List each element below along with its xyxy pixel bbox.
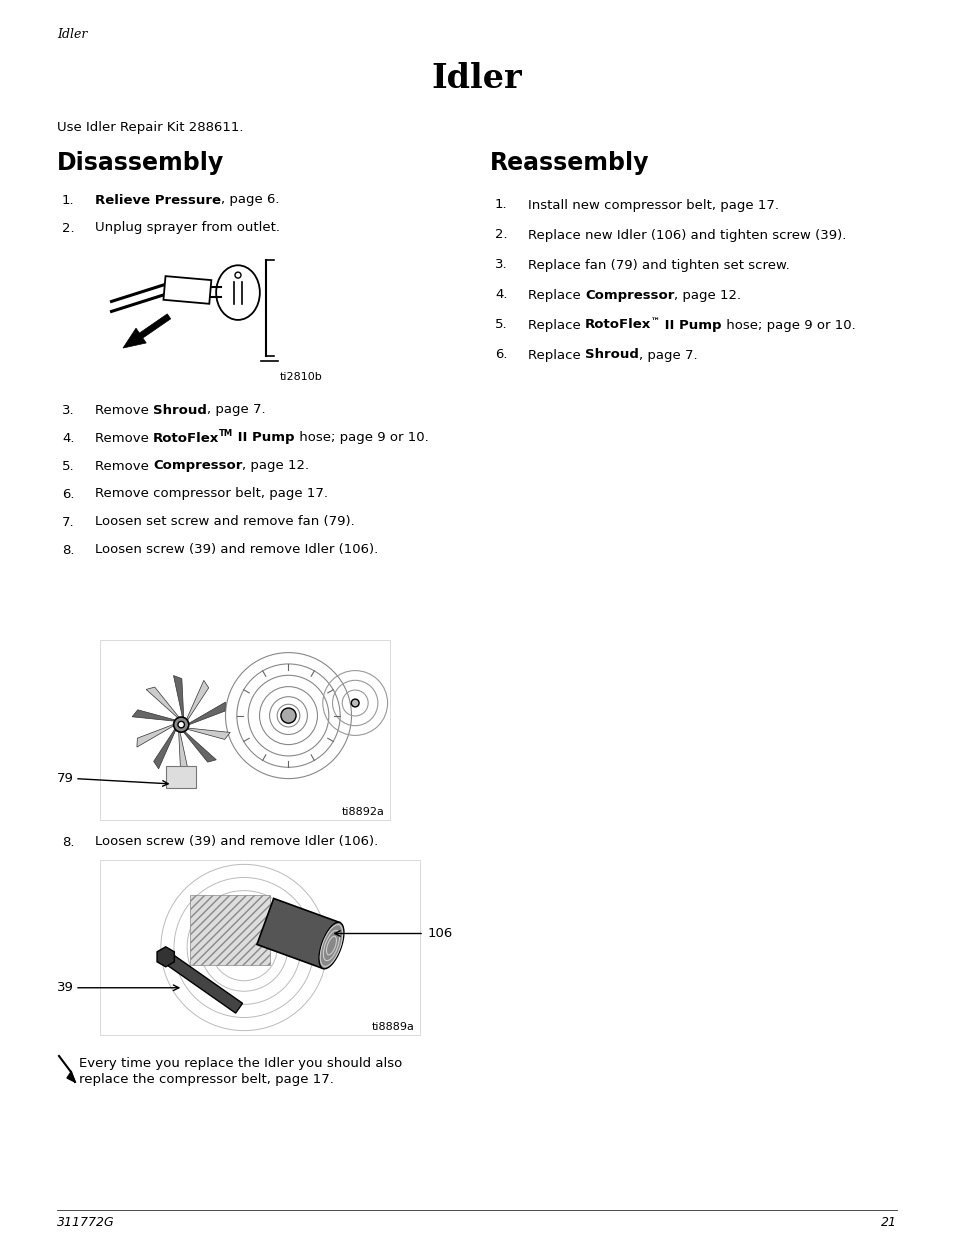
Text: 4.: 4. — [62, 431, 74, 445]
Text: 1.: 1. — [495, 199, 507, 211]
Text: 3.: 3. — [62, 404, 74, 416]
Text: 4.: 4. — [495, 289, 507, 301]
Ellipse shape — [216, 266, 259, 320]
Text: 7.: 7. — [62, 515, 74, 529]
Text: hose; page 9 or 10.: hose; page 9 or 10. — [721, 319, 855, 331]
Polygon shape — [163, 277, 212, 304]
Text: Disassembly: Disassembly — [57, 151, 224, 175]
Polygon shape — [146, 687, 178, 718]
Text: II Pump: II Pump — [659, 319, 721, 331]
Text: Replace new Idler (106) and tighten screw (39).: Replace new Idler (106) and tighten scre… — [527, 228, 845, 242]
Polygon shape — [256, 898, 339, 968]
Text: Install new compressor belt, page 17.: Install new compressor belt, page 17. — [527, 199, 779, 211]
Text: Reassembly: Reassembly — [490, 151, 649, 175]
Text: , page 12.: , page 12. — [674, 289, 740, 301]
Text: , page 6.: , page 6. — [221, 194, 279, 206]
Text: Shroud: Shroud — [584, 348, 639, 362]
Text: , page 7.: , page 7. — [639, 348, 697, 362]
Polygon shape — [67, 1072, 75, 1082]
Text: RotoFlex: RotoFlex — [153, 431, 219, 445]
Text: Use Idler Repair Kit 288611.: Use Idler Repair Kit 288611. — [57, 121, 243, 135]
Polygon shape — [137, 725, 173, 747]
Circle shape — [178, 721, 184, 727]
Text: Loosen screw (39) and remove Idler (106).: Loosen screw (39) and remove Idler (106)… — [95, 836, 377, 848]
Bar — [166, 766, 196, 788]
Text: ti2810b: ti2810b — [279, 372, 322, 382]
Text: TM: TM — [219, 430, 233, 438]
Text: Relieve Pressure: Relieve Pressure — [95, 194, 221, 206]
Text: Replace: Replace — [527, 289, 584, 301]
Polygon shape — [178, 732, 189, 773]
Text: ti8889a: ti8889a — [372, 1023, 415, 1032]
Text: Unplug sprayer from outlet.: Unplug sprayer from outlet. — [95, 221, 280, 235]
Text: 311772G: 311772G — [57, 1215, 114, 1229]
Polygon shape — [162, 952, 242, 1013]
Text: Compressor: Compressor — [584, 289, 674, 301]
Polygon shape — [188, 729, 230, 740]
Text: 106: 106 — [428, 927, 453, 940]
Text: 1.: 1. — [62, 194, 74, 206]
Text: Remove: Remove — [95, 431, 153, 445]
Text: 21: 21 — [880, 1215, 896, 1229]
Text: Replace: Replace — [527, 319, 584, 331]
Text: hose; page 9 or 10.: hose; page 9 or 10. — [294, 431, 428, 445]
Text: 5.: 5. — [495, 319, 507, 331]
Bar — [190, 895, 270, 965]
Text: Compressor: Compressor — [153, 459, 242, 473]
Text: Remove: Remove — [95, 459, 153, 473]
Text: II Pump: II Pump — [233, 431, 294, 445]
Text: Idler: Idler — [57, 28, 88, 42]
Text: ti8892a: ti8892a — [342, 806, 385, 818]
Polygon shape — [157, 947, 174, 967]
Text: Every time you replace the Idler you should also: Every time you replace the Idler you sho… — [79, 1056, 402, 1070]
Text: 6.: 6. — [62, 488, 74, 500]
Text: Shroud: Shroud — [153, 404, 207, 416]
Text: replace the compressor belt, page 17.: replace the compressor belt, page 17. — [79, 1072, 334, 1086]
Text: Loosen screw (39) and remove Idler (106).: Loosen screw (39) and remove Idler (106)… — [95, 543, 377, 557]
Text: Replace fan (79) and tighten set screw.: Replace fan (79) and tighten set screw. — [527, 258, 789, 272]
Text: Idler: Idler — [432, 62, 521, 95]
Polygon shape — [189, 703, 225, 725]
Polygon shape — [132, 710, 174, 721]
Text: 2.: 2. — [495, 228, 507, 242]
Text: , page 7.: , page 7. — [207, 404, 265, 416]
Text: 5.: 5. — [62, 459, 74, 473]
Text: Remove compressor belt, page 17.: Remove compressor belt, page 17. — [95, 488, 328, 500]
Bar — [100, 640, 390, 820]
Polygon shape — [187, 680, 209, 720]
Text: 8.: 8. — [62, 836, 74, 848]
Text: Replace: Replace — [527, 348, 584, 362]
Polygon shape — [153, 730, 175, 769]
Text: RotoFlex: RotoFlex — [584, 319, 651, 331]
Text: 8.: 8. — [62, 543, 74, 557]
Ellipse shape — [318, 923, 344, 968]
Text: ™: ™ — [651, 316, 659, 326]
Circle shape — [351, 699, 358, 706]
Bar — [100, 860, 419, 1035]
Text: Loosen set screw and remove fan (79).: Loosen set screw and remove fan (79). — [95, 515, 355, 529]
Circle shape — [173, 718, 189, 732]
Circle shape — [234, 272, 241, 278]
Text: Remove: Remove — [95, 404, 153, 416]
Circle shape — [280, 708, 295, 724]
Text: 39: 39 — [57, 982, 73, 994]
Text: , page 12.: , page 12. — [242, 459, 310, 473]
Text: 3.: 3. — [495, 258, 507, 272]
Polygon shape — [173, 676, 184, 716]
Text: 6.: 6. — [495, 348, 507, 362]
Text: 79: 79 — [57, 772, 73, 785]
Polygon shape — [123, 314, 171, 348]
Text: 2.: 2. — [62, 221, 74, 235]
Polygon shape — [184, 731, 216, 762]
